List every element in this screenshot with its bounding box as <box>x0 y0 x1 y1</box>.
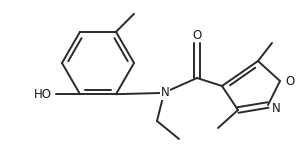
Text: O: O <box>192 28 202 41</box>
Text: N: N <box>272 101 281 114</box>
Text: HO: HO <box>34 88 52 101</box>
Text: N: N <box>161 86 169 99</box>
Text: O: O <box>285 75 294 88</box>
